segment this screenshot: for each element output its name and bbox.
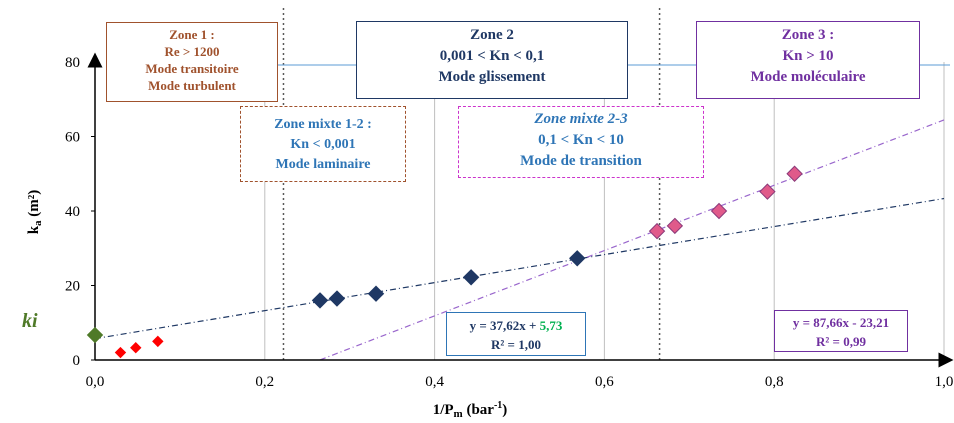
zone3-title: Zone 3 :	[781, 27, 835, 43]
fit-lines	[94, 119, 945, 361]
fit1-equation: y = 37,62x + 5,73	[447, 316, 585, 335]
data-point	[666, 217, 684, 235]
zone1-title: Zone 1 :	[169, 27, 215, 42]
data-point	[328, 290, 346, 307]
data-point	[130, 342, 142, 354]
y-tick-label: 20	[65, 279, 80, 295]
mixed-zone-2-3-box: Zone mixte 2-3 0,1 < Kn < 10 Mode de tra…	[458, 106, 704, 178]
zone2-box: Zone 2 0,001 < Kn < 0,1 Mode glissement	[356, 21, 628, 99]
x-tick-labels: 0,0 0,2 0,4 0,6 0,8 1,0	[86, 374, 954, 390]
x-axis-label: 1/Pm (bar-1)	[433, 400, 508, 420]
fit-line	[319, 119, 945, 361]
x-tick-label: 0,2	[255, 374, 274, 390]
data-point	[114, 346, 127, 359]
zone3-line2: Mode moléculaire	[750, 69, 866, 85]
fit1-equation-prefix: y = 37,62x +	[469, 318, 540, 333]
x-tick-label: 1,0	[935, 374, 954, 390]
x-tick-label: 0,6	[595, 374, 614, 390]
fit-line	[94, 197, 945, 340]
data-point	[786, 165, 803, 182]
zone1-line3: Mode turbulent	[148, 78, 236, 93]
x-tick-label: 0,0	[86, 374, 105, 390]
data-point	[710, 202, 728, 220]
fit2-r2: R² = 0,99	[816, 334, 866, 349]
mixed12-line1: Kn < 0,001	[290, 137, 356, 152]
data-point	[311, 292, 329, 309]
data-point	[648, 222, 666, 240]
x-tick-label: 0,8	[765, 374, 784, 390]
data-point	[367, 285, 385, 302]
data-point	[759, 183, 776, 200]
zone3-box: Zone 3 : Kn > 10 Mode moléculaire	[696, 21, 920, 99]
y-tick-label: 40	[65, 204, 80, 220]
mixed12-title: Zone mixte 1-2 :	[274, 117, 372, 132]
zone1-line2: Mode transitoire	[145, 61, 239, 76]
zone1-box: Zone 1 : Re > 1200 Mode transitoire Mode…	[106, 22, 278, 102]
data-point	[569, 250, 586, 267]
y-tick-label: 60	[65, 130, 80, 146]
zone1-line1: Re > 1200	[164, 44, 220, 59]
ki-label: ki	[22, 310, 38, 332]
fit2-equation-box: y = 87,66x - 23,21 R² = 0,99	[774, 310, 908, 352]
y-axis-label: ka (m²)	[26, 190, 44, 235]
y-tick-label: 80	[65, 55, 80, 71]
zone3-line1: Kn > 10	[782, 48, 834, 64]
fit1-intercept: 5,73	[539, 318, 563, 333]
zone-dividers	[282, 8, 661, 360]
data-point	[86, 326, 104, 344]
axes	[87, 52, 954, 368]
fit1-equation-box: y = 37,62x + 5,73 R² = 1,00	[446, 312, 586, 356]
fit1-r2: R² = 1,00	[491, 337, 541, 352]
data-points	[86, 165, 803, 359]
fit2-equation: y = 87,66x - 23,21	[792, 315, 890, 330]
mixed23-line2: Mode de transition	[520, 153, 642, 169]
data-point	[462, 269, 480, 286]
x-tick-label: 0,4	[425, 374, 444, 390]
y-tick-label: 0	[73, 353, 81, 369]
zone2-line2: Mode glissement	[438, 69, 546, 85]
mixed12-line2: Mode laminaire	[275, 157, 371, 172]
mixed-zone-1-2-box: Zone mixte 1-2 : Kn < 0,001 Mode laminai…	[240, 106, 406, 182]
mixed23-title: Zone mixte 2-3	[534, 111, 628, 127]
zone2-line1: 0,001 < Kn < 0,1	[439, 48, 545, 64]
mixed23-line1: 0,1 < Kn < 10	[538, 132, 624, 148]
zone2-title: Zone 2	[470, 27, 514, 43]
y-tick-labels: 0 20 40 60 80	[65, 55, 95, 369]
data-point	[152, 335, 164, 348]
